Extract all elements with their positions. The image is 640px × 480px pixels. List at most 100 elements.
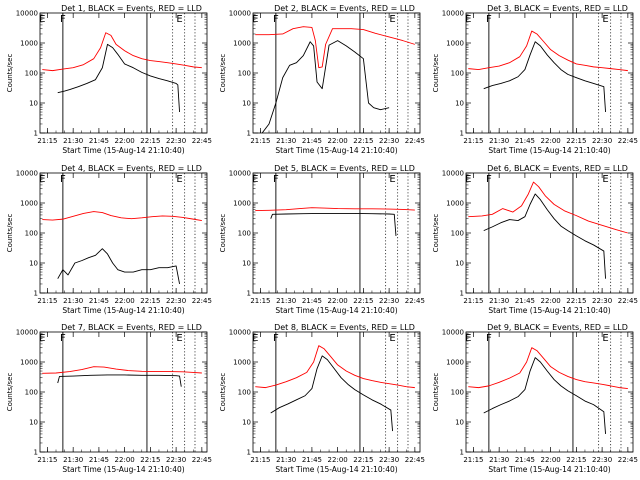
y-tick-label: 10000 (16, 10, 38, 18)
x-axis-label: Start Time (15-Aug-14 21:10:40) (275, 146, 397, 155)
y-tick-label: 1 (34, 449, 38, 457)
y-tick-label: 1 (247, 290, 251, 298)
detector-panel-6: Det 6, BLACK = Events, RED = LLD Counts/s… (432, 164, 638, 315)
event-marker-letter: F (273, 333, 279, 344)
x-tick-label: 22:30 (592, 137, 612, 145)
x-tick-label: 22:15 (353, 456, 373, 464)
event-marker-letter: F (273, 174, 279, 185)
detector-panel-2: Det 2, BLACK = Events, RED = LLD Counts/s… (219, 4, 425, 155)
y-tick-label: 1000 (20, 200, 38, 208)
y-tick-label: 100 (451, 389, 464, 397)
detector-panel-4: Det 4, BLACK = Events, RED = LLD Counts/s… (6, 164, 212, 315)
plot-frame (39, 331, 208, 453)
lld-series-line (468, 181, 628, 234)
x-tick-label: 22:00 (115, 456, 135, 464)
event-marker-letter: E (602, 174, 608, 185)
lld-series-line (255, 207, 415, 211)
x-tick-label: 21:15 (37, 456, 57, 464)
y-axis-label: Counts/sec (432, 54, 440, 93)
event-marker-letter: F (60, 174, 66, 185)
x-tick-label: 22:45 (405, 137, 425, 145)
events-series-line (270, 212, 397, 236)
y-tick-label: 10 (455, 419, 464, 427)
event-marker-letter: E (39, 174, 45, 185)
y-tick-label: 100 (238, 70, 251, 78)
events-series-line (270, 355, 393, 432)
panel-title: Det 7, BLACK = Events, RED = LLD (61, 323, 202, 332)
y-tick-label: 10000 (229, 329, 251, 337)
y-tick-label: 10 (29, 260, 38, 268)
y-tick-label: 10000 (442, 10, 464, 18)
x-axis-label: Start Time (15-Aug-14 21:10:40) (62, 465, 184, 474)
y-tick-label: 1000 (446, 200, 464, 208)
y-tick-label: 1000 (233, 359, 251, 367)
y-tick-label: 1 (460, 130, 464, 138)
plot-frame (252, 12, 421, 134)
y-tick-label: 100 (25, 389, 38, 397)
events-series-line (483, 193, 606, 279)
event-marker-letter: E (465, 174, 471, 185)
x-tick-label: 22:00 (328, 297, 348, 305)
x-tick-label: 21:30 (63, 137, 83, 145)
y-tick-label: 1 (247, 449, 251, 457)
panel-title: Det 1, BLACK = Events, RED = LLD (61, 4, 202, 13)
detector-panel-8: Det 8, BLACK = Events, RED = LLD Counts/s… (219, 323, 425, 474)
x-tick-label: 21:15 (250, 297, 270, 305)
y-tick-label: 1000 (446, 359, 464, 367)
event-marker-letter: E (176, 333, 182, 344)
y-tick-label: 10000 (442, 329, 464, 337)
y-tick-label: 1000 (233, 200, 251, 208)
x-tick-label: 21:15 (250, 456, 270, 464)
x-tick-label: 22:30 (166, 137, 186, 145)
lld-series-line (255, 26, 415, 69)
y-tick-label: 10 (242, 100, 251, 108)
event-marker-letter: E (39, 14, 45, 25)
x-tick-label: 21:45 (302, 297, 322, 305)
x-tick-label: 21:45 (302, 137, 322, 145)
plot-frame (252, 172, 421, 294)
y-axis-label: Counts/sec (432, 214, 440, 253)
lld-series-line (42, 366, 202, 374)
panel-title: Det 3, BLACK = Events, RED = LLD (487, 4, 628, 13)
lld-series-line (42, 32, 202, 72)
y-axis-label: Counts/sec (6, 214, 14, 253)
x-tick-label: 22:45 (618, 297, 638, 305)
x-tick-label: 21:15 (463, 137, 483, 145)
x-tick-label: 21:45 (515, 297, 535, 305)
event-marker-letter: F (486, 174, 492, 185)
event-marker-letter: E (465, 14, 471, 25)
detector-panel-9: Det 9, BLACK = Events, RED = LLD Counts/s… (432, 323, 638, 474)
x-tick-label: 22:00 (541, 137, 561, 145)
y-tick-label: 10000 (229, 10, 251, 18)
x-axis-label: Start Time (15-Aug-14 21:10:40) (275, 306, 397, 315)
y-axis-label: Counts/sec (6, 373, 14, 412)
y-tick-label: 1000 (233, 40, 251, 48)
x-tick-label: 21:15 (463, 456, 483, 464)
plot-frame (465, 331, 634, 453)
x-axis-label: Start Time (15-Aug-14 21:10:40) (488, 465, 610, 474)
x-axis-label: Start Time (15-Aug-14 21:10:40) (488, 306, 610, 315)
y-tick-label: 1 (247, 130, 251, 138)
y-axis-label: Counts/sec (219, 54, 227, 93)
events-series-line (57, 43, 180, 113)
x-tick-label: 22:15 (140, 297, 160, 305)
x-tick-label: 21:30 (63, 456, 83, 464)
x-tick-label: 21:45 (515, 456, 535, 464)
y-tick-label: 1 (460, 449, 464, 457)
x-tick-label: 22:45 (405, 456, 425, 464)
y-tick-label: 1000 (20, 359, 38, 367)
x-axis-label: Start Time (15-Aug-14 21:10:40) (488, 146, 610, 155)
x-tick-label: 22:30 (592, 297, 612, 305)
x-tick-label: 22:45 (192, 137, 212, 145)
x-tick-label: 21:15 (37, 137, 57, 145)
event-marker-letter: F (273, 14, 279, 25)
y-tick-label: 10 (455, 260, 464, 268)
y-tick-label: 10000 (442, 170, 464, 178)
x-tick-label: 21:30 (489, 456, 509, 464)
x-tick-label: 22:00 (115, 137, 135, 145)
events-series-line (483, 357, 606, 434)
event-marker-letter: E (389, 333, 395, 344)
x-tick-label: 21:30 (276, 456, 296, 464)
x-tick-label: 22:15 (566, 297, 586, 305)
